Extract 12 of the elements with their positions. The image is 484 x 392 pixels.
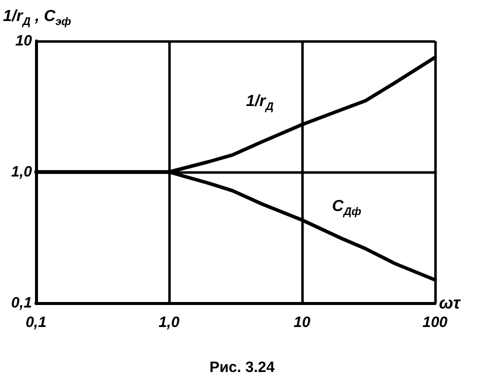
- y-axis-title: 1/r$_{Д}$ , C$_{эф}$: [3, 8, 72, 30]
- y-tick-label: 10: [15, 32, 33, 50]
- x-tick-label: 10: [294, 314, 311, 331]
- text: Рис. 3.24: [209, 359, 276, 376]
- x-tick-label: 100: [422, 314, 448, 331]
- x-tick-label: 1,0: [158, 314, 180, 331]
- x-tick-label: 0,1: [26, 314, 46, 331]
- series-label: 1/r$_{Д}$: [246, 92, 274, 115]
- x-axis-title: ωτ: [439, 294, 462, 312]
- y-tick-label: 0,1: [11, 294, 32, 312]
- y-tick-label: 1,0: [11, 164, 33, 180]
- series-label: C$_{Дф}$: [332, 198, 362, 220]
